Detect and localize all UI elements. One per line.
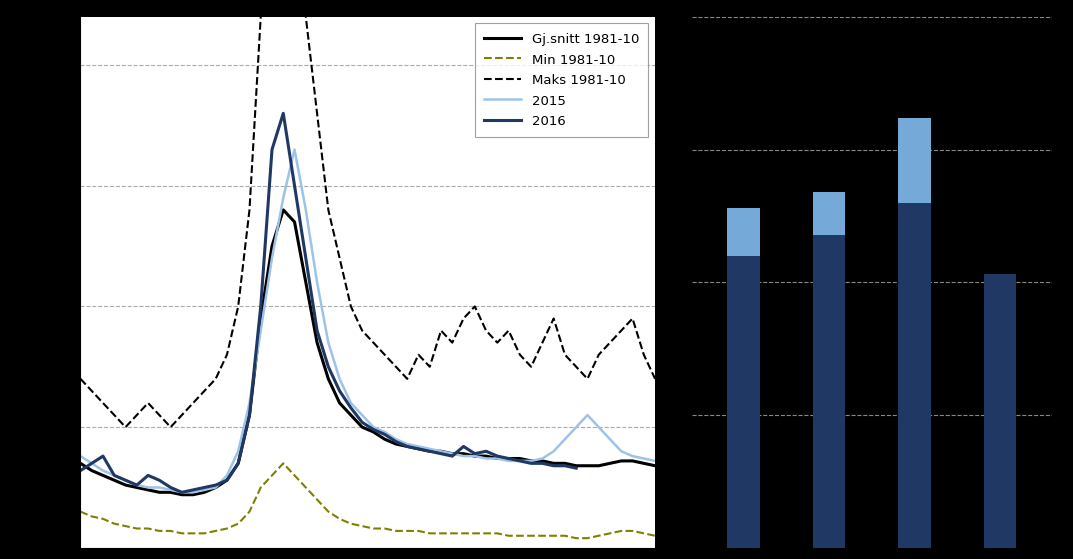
2015 [176,489,189,496]
Bar [813,235,846,548]
Bar [727,256,760,548]
2016 [119,477,132,484]
2015 [649,458,662,465]
2016 [74,467,87,474]
Gj.snitt 1981-10 [176,491,189,498]
2015 [289,146,302,153]
Maks 1981-10 [74,376,87,382]
Maks 1981-10 [299,13,312,20]
Gj.snitt 1981-10 [277,206,290,213]
Min 1981-10 [277,460,290,467]
Maks 1981-10 [367,339,380,346]
Min 1981-10 [649,532,662,539]
Min 1981-10 [457,530,470,537]
Bar [898,118,931,203]
Min 1981-10 [435,530,447,537]
2015 [74,453,87,459]
Gj.snitt 1981-10 [119,482,132,489]
Gj.snitt 1981-10 [401,443,414,450]
Min 1981-10 [389,528,402,534]
Line: Min 1981-10: Min 1981-10 [80,463,656,538]
Min 1981-10 [356,523,369,529]
2016 [344,405,357,411]
2015 [446,451,459,457]
Gj.snitt 1981-10 [469,453,482,459]
2015 [469,453,482,459]
Gj.snitt 1981-10 [74,460,87,467]
Gj.snitt 1981-10 [299,279,312,286]
Bar [898,203,931,548]
Gj.snitt 1981-10 [446,451,459,457]
2015 [367,424,380,430]
2016 [424,448,437,454]
Gj.snitt 1981-10 [367,429,380,435]
Min 1981-10 [570,535,583,542]
Maks 1981-10 [649,376,662,382]
Line: 2015: 2015 [80,150,656,492]
Bar [727,208,760,256]
Maks 1981-10 [119,424,132,430]
Min 1981-10 [74,508,87,515]
Bar [813,192,846,235]
Min 1981-10 [289,472,302,479]
Legend: Gj.snitt 1981-10, Min 1981-10, Maks 1981-10, 2015, 2016: Gj.snitt 1981-10, Min 1981-10, Maks 1981… [475,23,648,138]
Maks 1981-10 [131,411,144,418]
Bar [984,274,1016,548]
Min 1981-10 [119,523,132,529]
2016 [277,110,290,117]
2016 [446,453,459,459]
2015 [299,206,312,213]
Line: 2016: 2016 [80,113,576,492]
Maks 1981-10 [401,376,414,382]
Line: Maks 1981-10: Maks 1981-10 [80,0,656,427]
2015 [119,477,132,484]
Gj.snitt 1981-10 [649,462,662,469]
Maks 1981-10 [469,303,482,310]
Line: Gj.snitt 1981-10: Gj.snitt 1981-10 [80,210,656,495]
Maks 1981-10 [446,339,459,346]
2015 [401,440,414,447]
